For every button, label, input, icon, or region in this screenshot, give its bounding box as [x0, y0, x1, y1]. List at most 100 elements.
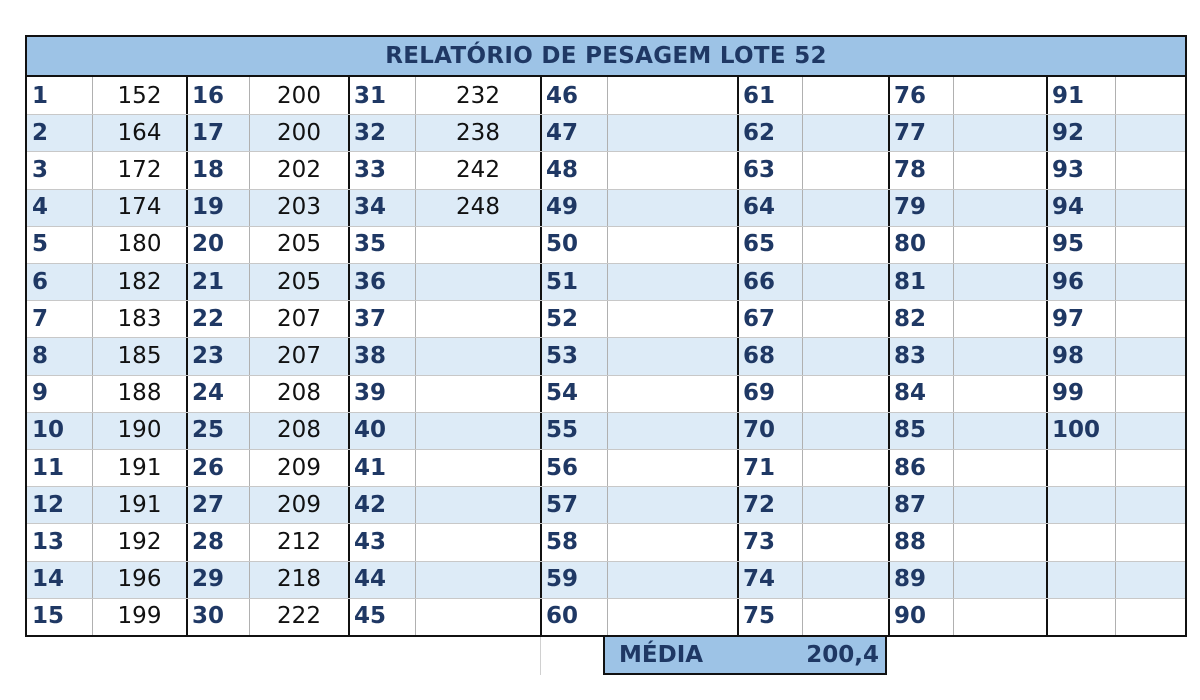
row-divider — [27, 263, 1185, 264]
animal-number: 10 — [27, 411, 92, 449]
weight-value: 183 — [117, 305, 162, 332]
row-divider — [27, 523, 1185, 525]
weight-value — [953, 226, 1047, 263]
animal-number: 73 — [743, 528, 776, 555]
weight-value — [953, 151, 1047, 188]
animal-number: 90 — [894, 603, 927, 630]
animal-number: 2 — [27, 114, 92, 152]
animal-number: 25 — [187, 411, 249, 449]
animal-number: 5 — [32, 231, 49, 258]
weight-value: 180 — [117, 231, 162, 258]
weight-value — [415, 560, 541, 598]
animal-number: 74 — [738, 560, 802, 598]
weight-value — [802, 300, 889, 337]
weight-value — [953, 486, 1047, 524]
animal-number: 91 — [1052, 82, 1085, 109]
animal-number: 95 — [1052, 231, 1085, 258]
weighing-report-table: RELATÓRIO DE PESAGEM LOTE 52 1 152 2 164 3 17… — [25, 35, 1187, 637]
row-divider — [27, 374, 1185, 376]
weight-value — [415, 598, 541, 635]
animal-number: 58 — [546, 528, 579, 555]
row-divider — [27, 560, 1185, 562]
animal-number: 98 — [1047, 337, 1115, 375]
weight-value — [802, 114, 889, 152]
weight-value — [607, 523, 738, 560]
weight-value — [415, 411, 541, 449]
weight-value: 182 — [92, 263, 187, 301]
weight-value — [1115, 449, 1185, 486]
animal-number: 43 — [354, 528, 387, 555]
animal-number: 6 — [27, 263, 92, 301]
animal-number: 72 — [738, 486, 802, 524]
weight-value — [953, 598, 1047, 635]
weight-value — [802, 598, 889, 635]
weight-value — [802, 263, 889, 301]
animal-number: 53 — [541, 337, 607, 375]
cell-divider — [1115, 77, 1116, 635]
weight-value — [953, 263, 1047, 301]
animal-number: 21 — [187, 263, 249, 301]
animal-number: 38 — [349, 337, 415, 375]
weight-value — [953, 523, 1047, 560]
animal-number: 47 — [541, 114, 607, 152]
animal-number: 87 — [889, 486, 953, 524]
cell-divider — [802, 77, 803, 635]
weight-value — [1115, 411, 1185, 449]
weight-value — [415, 337, 541, 375]
animal-number: 61 — [743, 82, 776, 109]
animal-number: 76 — [894, 82, 927, 109]
animal-number: 45 — [354, 603, 387, 630]
animal-number: 44 — [349, 560, 415, 598]
column-divider — [186, 77, 188, 635]
animal-number: 39 — [354, 380, 387, 407]
weight-value — [1115, 337, 1185, 375]
weight-value: 207 — [249, 337, 349, 375]
weight-value — [953, 300, 1047, 337]
animal-number: 35 — [354, 231, 387, 258]
weight-value: 242 — [456, 156, 500, 183]
cell-divider — [92, 77, 93, 635]
animal-number: 93 — [1052, 156, 1085, 183]
weight-value: 207 — [277, 305, 321, 332]
animal-number: 55 — [541, 411, 607, 449]
row-divider — [27, 188, 1185, 190]
animal-number: 18 — [192, 156, 225, 183]
animal-number: 97 — [1052, 305, 1085, 332]
animal-number: 1 — [32, 82, 49, 109]
weight-value: 209 — [249, 486, 349, 524]
weight-value — [802, 523, 889, 560]
animal-number: 77 — [889, 114, 953, 152]
animal-number: 79 — [889, 188, 953, 226]
animal-number: 86 — [894, 454, 927, 481]
animal-number: 66 — [738, 263, 802, 301]
weight-value: 222 — [277, 603, 321, 630]
animal-number: 12 — [27, 486, 92, 524]
weight-value — [953, 188, 1047, 226]
weight-value — [802, 151, 889, 188]
report-title: RELATÓRIO DE PESAGEM LOTE 52 — [27, 37, 1185, 77]
column-divider — [540, 77, 542, 635]
weight-value — [953, 77, 1047, 114]
column-divider — [1046, 77, 1048, 635]
weight-value: 238 — [415, 114, 541, 152]
weight-value — [802, 411, 889, 449]
animal-number: 49 — [541, 188, 607, 226]
animal-number: 80 — [894, 231, 927, 258]
animal-number: 59 — [541, 560, 607, 598]
weight-value: 199 — [117, 603, 162, 630]
weight-value — [415, 226, 541, 263]
animal-number: 14 — [27, 560, 92, 598]
animal-number: 13 — [32, 528, 65, 555]
weight-value — [953, 114, 1047, 152]
animal-number: 26 — [192, 454, 225, 481]
weight-value — [953, 411, 1047, 449]
animal-number: 64 — [738, 188, 802, 226]
animal-number: 62 — [738, 114, 802, 152]
weight-value: 188 — [117, 380, 162, 407]
row-divider — [27, 225, 1185, 227]
weight-value — [415, 300, 541, 337]
animal-number: 3 — [32, 156, 49, 183]
animal-number: 20 — [192, 231, 225, 258]
weight-value: 212 — [277, 528, 321, 555]
weight-value: 196 — [92, 560, 187, 598]
